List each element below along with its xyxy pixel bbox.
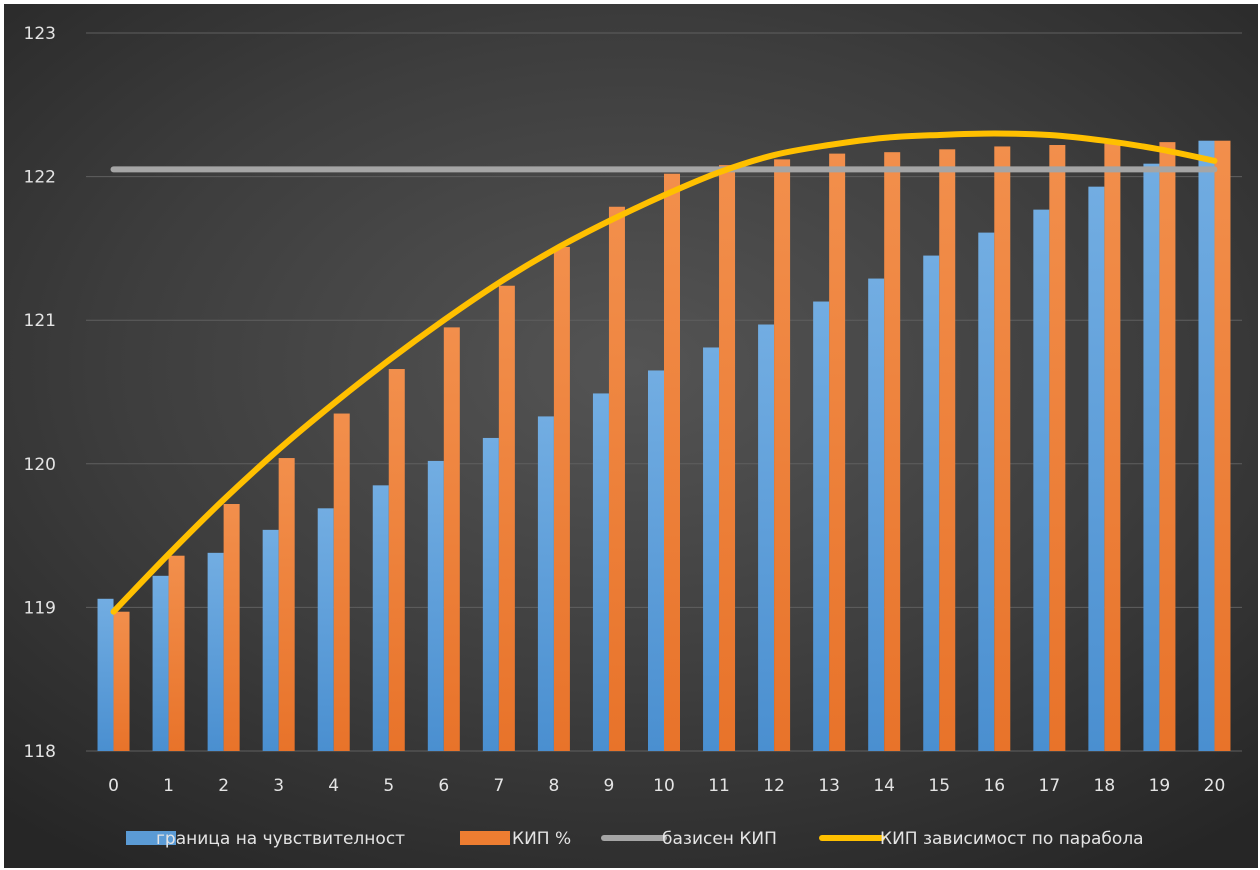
bar-series-1 [207, 552, 224, 751]
bar-series-1 [262, 529, 279, 751]
bar-series-2 [1104, 143, 1121, 751]
legend-label: КИП % [512, 829, 571, 849]
bar-series-1 [592, 393, 609, 751]
legend-swatch [460, 831, 510, 845]
x-tick-label: 12 [763, 776, 785, 796]
bar-series-1 [1088, 186, 1105, 752]
legend-item: КИП зависимост по парабола [819, 829, 1144, 849]
bar-series-1 [1143, 163, 1160, 751]
chart-area: 118 119 120 121 122 123 0 1 2 3 4 5 6 7 8 9 10 11 12 13 14 1… [4, 4, 1258, 868]
x-tick-label: 15 [928, 776, 950, 796]
bar-series-2 [278, 458, 295, 751]
x-tick-label: 7 [493, 776, 504, 796]
bar-series-2 [719, 165, 736, 751]
bar-series-2 [168, 555, 185, 751]
bar-series-2 [829, 153, 846, 751]
y-tick-label: 120 [24, 455, 56, 475]
bar-series-1 [537, 416, 554, 751]
x-tick-label: 9 [604, 776, 615, 796]
bar-series-2 [884, 152, 901, 752]
bar-series-2 [223, 504, 240, 751]
bar-series-1 [1198, 140, 1215, 751]
x-tick-label: 16 [983, 776, 1005, 796]
y-axis: 118 119 120 121 122 123 [24, 24, 56, 762]
bar-series-2 [1049, 145, 1066, 751]
x-tick-label: 2 [218, 776, 229, 796]
bar-series-2 [939, 149, 956, 752]
bar-series-2 [774, 159, 791, 752]
bar-series-2 [1214, 140, 1231, 751]
x-axis: 0 1 2 3 4 5 6 7 8 9 10 11 12 13 14 15 16 17 18 19 20 [108, 776, 1225, 796]
lines [110, 130, 1218, 615]
bar-series-1 [813, 301, 830, 751]
x-tick-label: 0 [108, 776, 119, 796]
bar-series-2 [994, 146, 1011, 752]
bar-series-2 [608, 206, 625, 752]
x-tick-label: 14 [873, 776, 895, 796]
y-tick-label: 123 [24, 24, 56, 44]
bar-series-1 [1033, 209, 1050, 752]
legend-item: граница на чувствителност [126, 829, 405, 849]
x-tick-label: 10 [653, 776, 675, 796]
bar-series-2 [388, 369, 405, 751]
bar-series-2 [553, 246, 570, 752]
x-tick-label: 1 [163, 776, 174, 796]
bar-series-1 [317, 508, 334, 751]
bar-series-1 [978, 232, 995, 751]
x-tick-label: 3 [273, 776, 284, 796]
legend-swatch [126, 831, 176, 845]
legend-item: базисен КИП [601, 829, 777, 849]
bar-series-1 [923, 255, 940, 751]
bar-series-2 [664, 173, 680, 751]
y-tick-label: 121 [24, 311, 56, 331]
bar-series-1 [97, 598, 114, 751]
y-tick-label: 119 [24, 598, 56, 618]
x-tick-label: 18 [1094, 776, 1116, 796]
legend-label: граница на чувствителност [156, 829, 405, 849]
bars [97, 140, 1231, 752]
x-tick-label: 11 [708, 776, 730, 796]
line-parabola [110, 130, 1218, 615]
bar-series-2 [113, 611, 130, 751]
bar-series-1 [758, 324, 775, 751]
bar-series-1 [482, 437, 499, 751]
y-tick-label: 118 [24, 742, 56, 762]
legend: граница на чувствителност КИП % базисен КИ… [126, 829, 1144, 849]
legend-label: КИП зависимост по парабола [880, 829, 1144, 849]
y-tick-label: 122 [24, 168, 56, 188]
bar-series-1 [868, 278, 885, 751]
bar-series-2 [333, 413, 350, 751]
bar-series-1 [427, 460, 444, 751]
x-tick-label: 19 [1149, 776, 1171, 796]
bar-series-2 [1159, 142, 1176, 752]
x-tick-label: 8 [548, 776, 559, 796]
legend-label: базисен КИП [662, 829, 777, 849]
bar-series-1 [372, 485, 389, 751]
legend-item: КИП % [460, 829, 571, 849]
x-tick-label: 17 [1039, 776, 1061, 796]
bar-series-2 [443, 327, 460, 751]
x-tick-label: 5 [383, 776, 394, 796]
x-tick-label: 6 [438, 776, 449, 796]
x-tick-label: 13 [818, 776, 840, 796]
x-tick-label: 20 [1204, 776, 1226, 796]
bar-series-1 [703, 347, 720, 751]
bar-series-1 [152, 575, 169, 751]
bar-series-1 [648, 370, 664, 751]
bar-series-2 [498, 285, 515, 751]
x-tick-label: 4 [328, 776, 339, 796]
